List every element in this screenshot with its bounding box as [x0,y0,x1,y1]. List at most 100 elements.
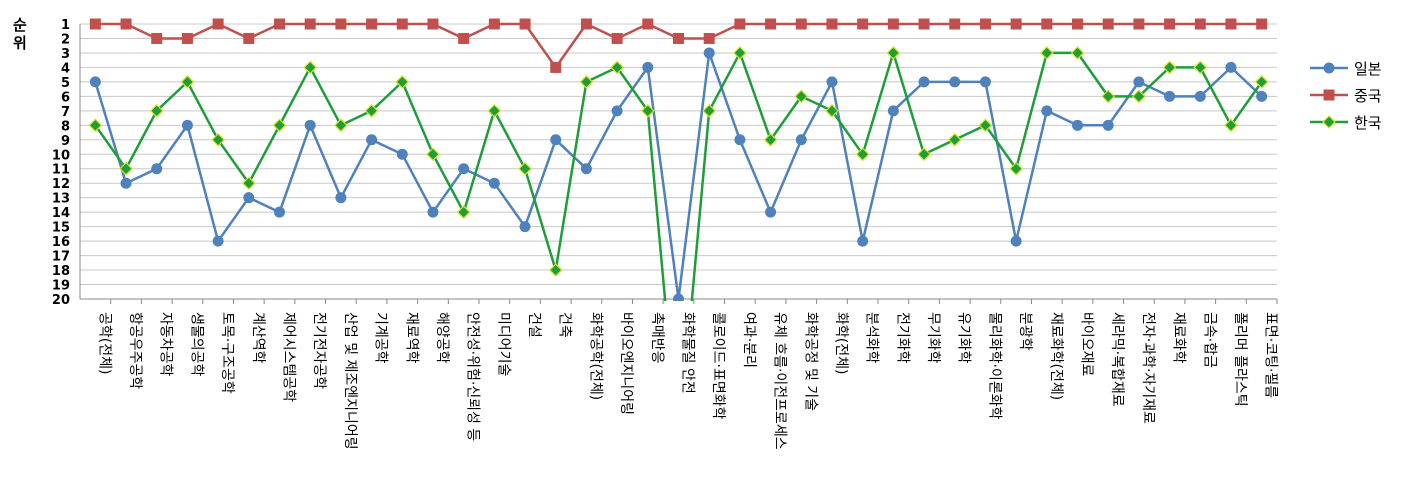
x-tick-label: 공학(전체) [96,312,112,374]
legend-item: 한국 [1310,114,1382,132]
x-tick-label: 바이오재료 [1079,312,1095,377]
x-tick-label: 자동차공학 [158,312,174,377]
x-tick-label: 화학공학(전체) [587,312,603,400]
x-tick-label: 분광학 [1017,312,1033,351]
legend-label: 일본 [1354,60,1382,78]
data-point [1010,18,1022,30]
x-tick-label: 바이오엔지니어링 [618,312,634,415]
data-point [1039,46,1054,60]
x-tick-label: 미디어기술 [495,312,511,377]
y-tick-label: 5 [61,76,70,91]
x-tick-label: 항공우주공학 [127,312,143,389]
data-point [335,192,347,204]
data-point [334,118,348,133]
data-point [1041,105,1053,117]
data-point [1102,18,1114,30]
data-point [949,18,961,30]
y-tick-label: 10 [52,148,70,163]
data-point [673,32,684,44]
data-point [580,18,592,30]
data-point [1256,18,1268,30]
legend-marker [1322,115,1336,129]
data-point [427,18,439,30]
x-tick-label: 안전성·위험·신뢰성 등 [465,312,481,441]
data-point [794,89,809,104]
data-point [366,18,378,30]
x-tick-label: 콜로이드·표면화학 [710,312,726,420]
data-point [1072,119,1083,131]
data-point [1041,18,1053,30]
data-point [519,221,531,233]
data-point [918,76,930,88]
data-point [1225,18,1237,30]
data-point [241,176,256,191]
y-tick-label: 7 [61,105,70,120]
data-point [1133,76,1145,88]
data-point [826,18,838,30]
data-point [364,103,379,118]
data-point [763,132,778,147]
data-point [151,32,163,44]
data-point [734,134,746,146]
data-point [335,18,347,30]
data-point [458,163,470,175]
data-point [426,147,440,162]
data-point [887,105,899,117]
data-point [765,206,777,218]
x-tick-label: 재료화학 [1171,312,1187,364]
data-point [917,147,931,162]
x-tick-label: 화학(전체) [833,312,849,374]
data-point [1193,60,1208,75]
x-tick-label: 전자·과학·자기재료 [1140,312,1156,424]
legend-item: 일본 [1310,60,1382,78]
x-tick-label: 산업 및 제조엔지니어링 [342,312,358,450]
data-point [88,118,103,133]
x-tick-label: 여과·분리 [741,312,757,368]
data-point [181,32,193,44]
data-point [518,161,532,176]
data-point [120,18,132,30]
data-point [487,103,502,118]
x-tick-label: 건축 [557,312,573,338]
x-tick-label: 분석화학 [864,312,880,364]
data-point [733,46,747,60]
data-point [1194,18,1206,30]
y-tick-label: 12 [52,177,70,192]
data-point [458,32,470,44]
data-point [304,119,316,131]
data-point [857,18,869,30]
legend-item: 중국 [1310,87,1382,105]
data-point [488,18,500,30]
y-tick-label: 8 [61,119,70,134]
data-point [180,75,195,89]
data-point [211,132,225,147]
legend-label: 중국 [1354,87,1382,105]
data-point [151,163,163,175]
data-point [979,18,991,30]
y-tick-label: 18 [52,264,70,279]
data-point [610,60,624,75]
x-tick-label: 재료역학 [403,312,419,364]
data-point [1224,118,1238,133]
y-tick-label: 13 [52,192,70,207]
series-line [94,51,1263,301]
y-tick-label: 16 [52,235,70,250]
data-point [979,76,991,88]
data-point [611,32,623,44]
data-point [1164,90,1176,102]
data-point [949,76,961,88]
data-point [303,60,318,75]
y-tick-label: 9 [61,134,70,149]
data-point [1164,18,1176,30]
y-tick-label: 17 [52,250,70,265]
x-tick-label: 금속·합금 [1201,312,1217,368]
data-point [396,148,408,160]
data-point [89,76,101,88]
data-point [212,235,224,247]
data-point [1010,235,1022,247]
data-point [272,118,287,133]
y-tick-label: 11 [52,163,70,178]
